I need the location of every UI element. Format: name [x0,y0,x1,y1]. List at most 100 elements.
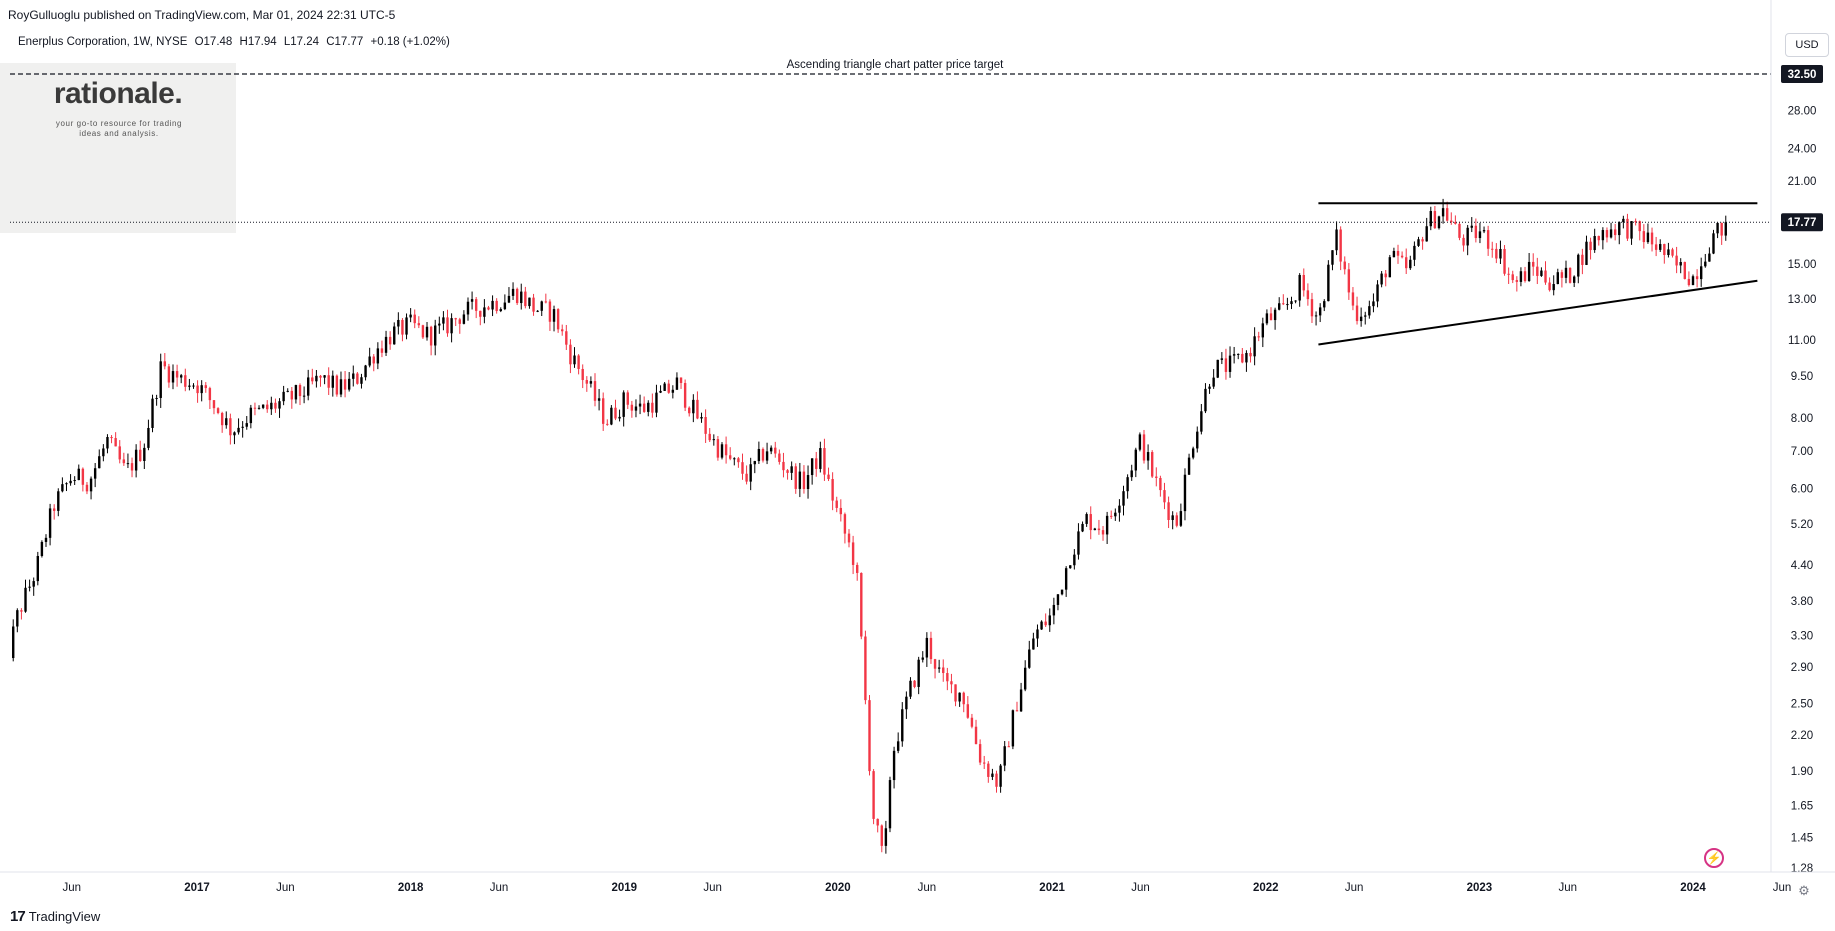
candle [1683,261,1687,280]
candle [1704,253,1707,268]
candle [1196,426,1199,453]
candle [1171,511,1174,530]
candle [921,651,924,663]
candle [1482,226,1486,234]
candle [134,444,138,478]
candle [1396,244,1400,264]
candle [429,325,433,356]
x-tick-label: 2024 [1680,882,1706,894]
candle [532,293,535,316]
candle [1560,269,1564,288]
symbol-name[interactable]: Enerplus Corporation, 1W, NYSE [18,36,188,48]
y-tick-label: 3.80 [1791,596,1813,608]
candle [1237,353,1240,360]
candle [77,464,80,481]
candle [1613,223,1617,241]
target-label: Ascending triangle chart patter price ta… [787,59,1005,71]
candle [1519,267,1523,287]
candle [823,438,826,481]
candle [1048,608,1051,632]
candle [1450,212,1453,225]
candle [1085,512,1088,527]
candle [106,434,109,454]
candle [1183,468,1187,521]
candle [1056,594,1060,611]
candle [347,372,351,392]
tradingview-footer[interactable]: 17 TradingView [10,908,100,925]
candle [958,692,961,707]
candle [12,619,15,662]
svg-text:17.77: 17.77 [1788,217,1817,229]
x-tick-label: Jun [1773,882,1792,894]
candle [995,770,998,793]
candle [712,434,716,446]
candle [683,379,687,412]
candle [1654,236,1658,257]
candle [769,445,773,455]
candle [679,377,683,389]
candle [503,294,507,311]
candle [28,579,31,592]
candle [1097,519,1101,535]
candle [1069,565,1072,569]
candle [98,449,101,469]
y-tick-label: 8.00 [1791,413,1813,425]
candle [417,316,421,329]
x-tick-label: 2023 [1467,882,1493,894]
currency-button[interactable]: USD [1785,33,1829,57]
candle [61,477,64,493]
flash-icon[interactable]: ⚡ [1704,848,1724,868]
candle [1597,235,1600,246]
candle [102,444,105,462]
candle [843,512,847,544]
candle [601,392,605,431]
candle [700,412,703,423]
candle [261,404,265,410]
candle [1380,271,1383,288]
candle [688,406,691,417]
candle [200,380,203,402]
candle [1646,223,1650,244]
candle [1581,248,1584,275]
candle [1089,506,1092,540]
candle [1368,300,1371,319]
candle [1093,527,1097,531]
candle [1572,275,1576,288]
candle [610,405,613,426]
candle [1200,404,1203,435]
candle [581,364,584,389]
candle [1044,613,1047,627]
candle [388,331,392,350]
candle [442,311,445,331]
candle [634,399,638,418]
price-axis: 28.00 24.00 21.00 15.00 13.00 11.00 9.50 8.00 7.… [1770,0,1823,875]
gear-icon[interactable]: ⚙ [1798,883,1810,898]
candle [1720,222,1723,245]
candle [368,347,371,368]
candle [1626,213,1629,241]
candle [1638,220,1641,241]
candle [126,453,130,469]
candle [1073,549,1076,570]
candle [593,373,597,407]
candle [753,460,756,474]
candle [364,364,367,381]
candle [761,447,765,463]
candle [1523,266,1527,283]
candle [1679,258,1682,274]
candle [204,382,207,393]
candle [1224,348,1228,380]
candle [409,308,412,323]
candle [933,658,937,679]
candle [1585,235,1588,266]
change-value: +0.18 (+1.02%) [370,36,450,48]
candle [831,472,834,511]
candle [1003,741,1006,772]
candle [425,321,429,341]
candle [675,372,679,390]
candle [110,435,113,444]
candle [1015,701,1019,712]
candle [724,436,728,464]
candle [1179,503,1183,527]
